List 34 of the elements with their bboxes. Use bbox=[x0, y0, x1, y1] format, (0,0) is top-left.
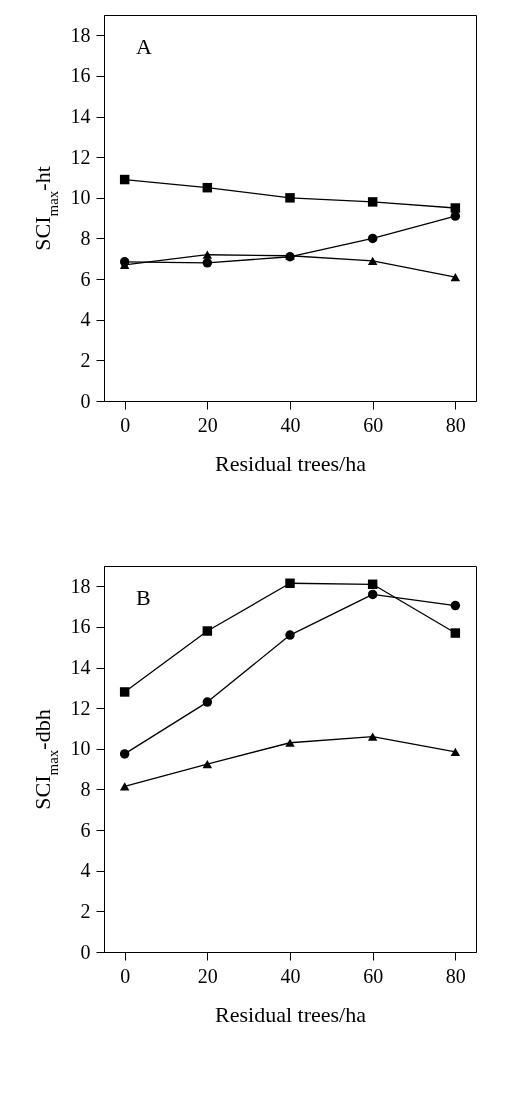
y-tick-label: 2 bbox=[80, 348, 91, 371]
y-tick-label: 8 bbox=[80, 226, 91, 249]
y-tick-label: 2 bbox=[80, 899, 91, 922]
x-tick-label: 40 bbox=[280, 413, 301, 436]
y-tick-label: 14 bbox=[70, 105, 91, 128]
x-axis-title: Residual trees/ha bbox=[215, 1001, 367, 1027]
x-tick-label: 60 bbox=[363, 413, 384, 436]
y-tick-label: 10 bbox=[70, 186, 91, 209]
y-tick-label: 12 bbox=[70, 145, 91, 168]
y-tick-label: 0 bbox=[80, 389, 91, 412]
x-tick-label: 20 bbox=[197, 964, 218, 987]
x-tick-label: 0 bbox=[120, 413, 131, 436]
y-tick-label: 12 bbox=[70, 696, 91, 719]
x-tick-label: 80 bbox=[445, 964, 466, 987]
y-tick-label: 6 bbox=[80, 267, 91, 290]
y-tick-label: 4 bbox=[80, 859, 91, 882]
y-tick-label: 18 bbox=[70, 23, 91, 46]
y-tick-label: 10 bbox=[70, 737, 91, 760]
y-tick-label: 0 bbox=[80, 940, 91, 963]
x-tick-label: 40 bbox=[280, 964, 301, 987]
x-tick-label: 20 bbox=[197, 413, 218, 436]
x-tick-label: 80 bbox=[445, 413, 466, 436]
x-axis-title: Residual trees/ha bbox=[215, 450, 367, 476]
y-tick-label: 16 bbox=[70, 615, 91, 638]
text: A bbox=[136, 34, 152, 59]
y-tick-label: 8 bbox=[80, 777, 91, 800]
y-tick-label: 4 bbox=[80, 308, 91, 331]
x-tick-label: 0 bbox=[120, 964, 131, 987]
y-tick-label: 18 bbox=[70, 574, 91, 597]
y-tick-label: 14 bbox=[70, 656, 91, 679]
x-tick-label: 60 bbox=[363, 964, 384, 987]
y-tick-label: 16 bbox=[70, 64, 91, 87]
text: B bbox=[136, 585, 151, 610]
y-tick-label: 6 bbox=[80, 818, 91, 841]
